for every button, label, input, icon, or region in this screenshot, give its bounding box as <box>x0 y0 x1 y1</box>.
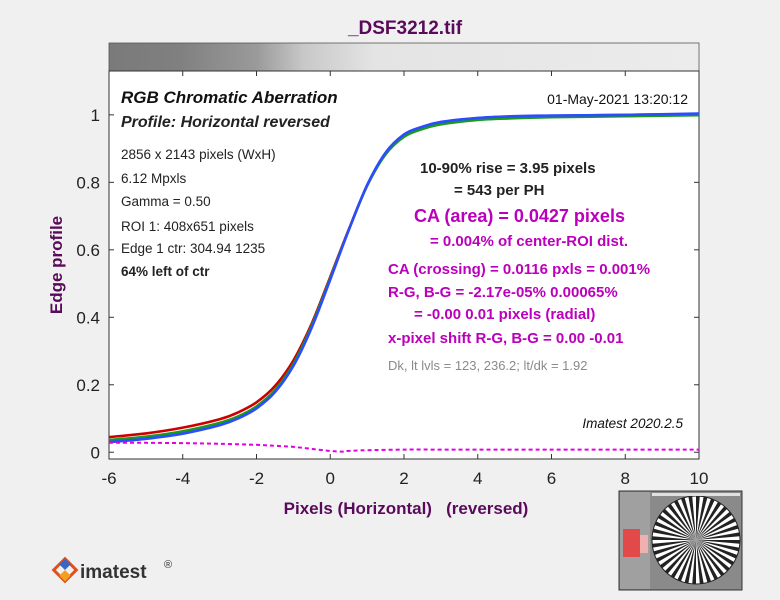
annotation-radial: = -0.00 0.01 pixels (radial) <box>414 306 595 323</box>
x-tick-label: 6 <box>547 469 556 488</box>
y-tick-label: 0.8 <box>76 173 100 192</box>
y-tick-label: 0.6 <box>76 241 100 260</box>
info-edge-ctr: Edge 1 ctr: 304.94 1235 <box>121 241 265 256</box>
logo-registered: ® <box>164 559 172 571</box>
annotation-ca-area-pct: = 0.004% of center-ROI dist. <box>430 233 628 250</box>
info-roi: ROI 1: 408x651 pixels <box>121 219 254 234</box>
imatest-logo: imatest ® <box>51 556 172 584</box>
annotation-per-ph: = 543 per PH <box>454 182 544 199</box>
info-gamma: Gamma = 0.50 <box>121 194 211 209</box>
x-tick-label: -4 <box>175 469 190 488</box>
annotation-version: Imatest 2020.2.5 <box>582 416 683 431</box>
annotation-rg-bg: R-G, B-G = -2.17e-05% 0.00065% <box>388 284 618 301</box>
x-tick-label: 10 <box>690 469 709 488</box>
annotation-ca-area: CA (area) = 0.0427 pixels <box>414 206 625 226</box>
logo-text: imatest <box>80 562 147 583</box>
edge-gradient-bar <box>108 42 700 72</box>
series-line-diff <box>109 441 699 453</box>
roi-thumbnail <box>618 490 743 591</box>
x-tick-label: 2 <box>399 469 408 488</box>
window-title: _DSF3212.tif <box>347 18 463 39</box>
info-mpxls: 6.12 Mpxls <box>121 171 187 186</box>
annotation-shift: x-pixel shift R-G, B-G = 0.00 -0.01 <box>388 330 624 347</box>
annotation-levels: Dk, lt lvls = 123, 236.2; lt/dk = 1.92 <box>388 358 587 373</box>
axis-ticks: -6 -4 -2 0 2 4 6 8 10 0 0.2 0.4 0.6 0.8 1 <box>76 71 708 488</box>
x-tick-label: 8 <box>621 469 630 488</box>
x-tick-label: -6 <box>101 469 116 488</box>
annotation-ca-crossing: CA (crossing) = 0.0116 pxls = 0.001% <box>388 261 650 278</box>
info-position: 64% left of ctr <box>121 264 210 279</box>
x-tick-label: -2 <box>249 469 264 488</box>
series-line-blue <box>109 112 699 444</box>
y-axis-label: Edge profile <box>47 216 66 314</box>
series-lines <box>109 112 699 453</box>
y-tick-label: 1 <box>91 106 100 125</box>
chart-title: RGB Chromatic Aberration <box>121 88 338 107</box>
x-tick-label: 0 <box>326 469 335 488</box>
x-tick-label: 4 <box>473 469 482 488</box>
x-axis-label: Pixels (Horizontal) (reversed) <box>284 499 529 518</box>
y-tick-label: 0.2 <box>76 376 100 395</box>
annotation-rise: 10-90% rise = 3.95 pixels <box>420 160 596 177</box>
y-tick-label: 0.4 <box>76 308 100 327</box>
chart-date: 01-May-2021 13:20:12 <box>547 91 688 107</box>
chart-subtitle: Profile: Horizontal reversed <box>121 114 331 131</box>
info-dimensions: 2856 x 2143 pixels (WxH) <box>121 147 276 162</box>
y-tick-label: 0 <box>91 443 100 462</box>
